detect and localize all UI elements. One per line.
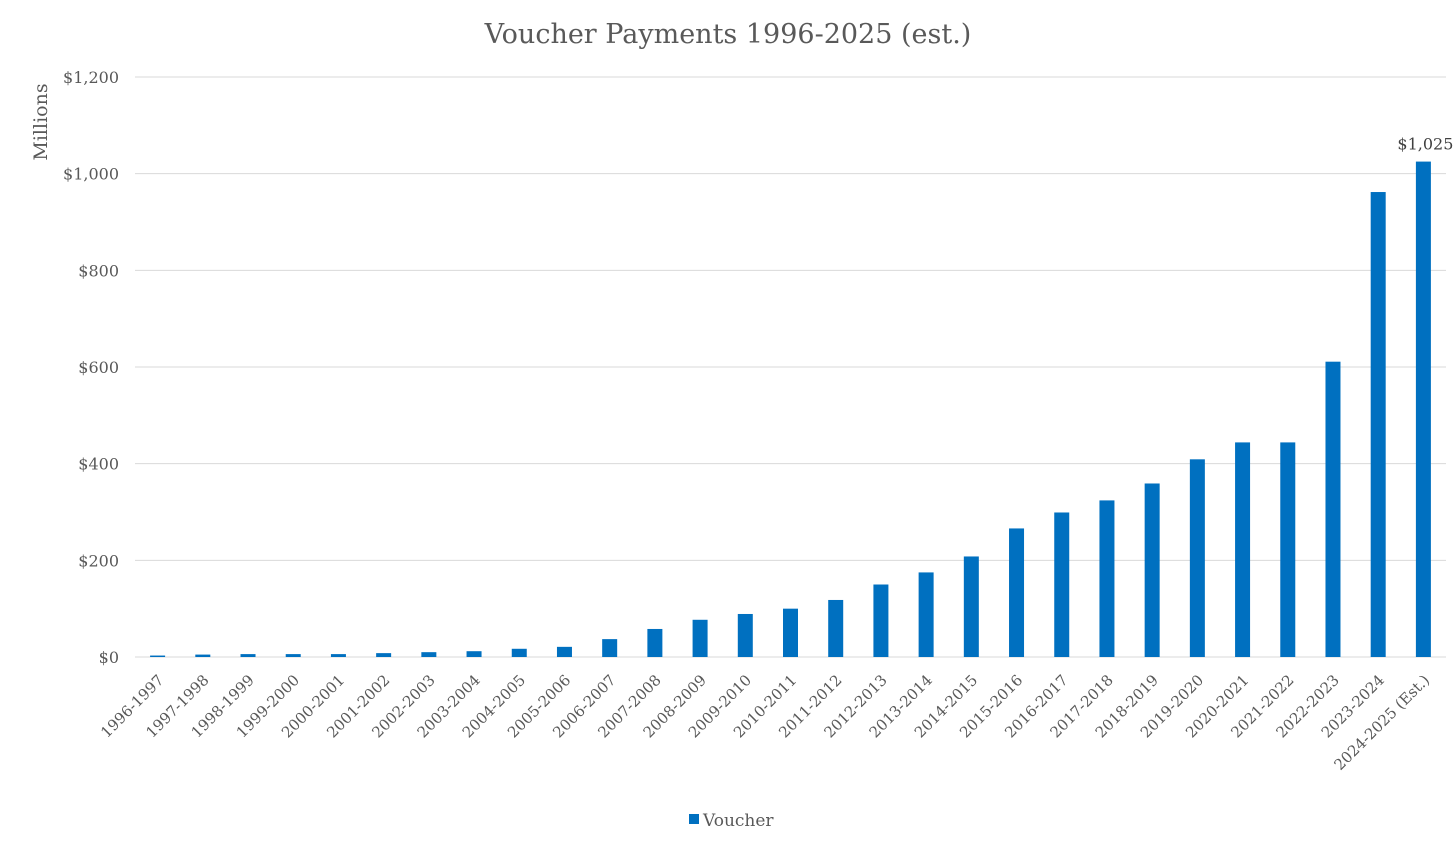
bar (376, 653, 392, 657)
data-label: $1,025 (1397, 135, 1453, 154)
bar (150, 655, 166, 657)
bar (466, 651, 482, 657)
bar (511, 648, 527, 657)
bar (873, 584, 889, 657)
x-axis-labels: 1996-19971997-19981998-19991999-20002000… (97, 671, 1433, 774)
bar (828, 599, 844, 657)
bar (692, 619, 708, 657)
bar (556, 646, 572, 657)
bar (1189, 459, 1205, 657)
bar (647, 628, 663, 657)
bar (285, 654, 301, 657)
bar (1370, 192, 1386, 658)
legend-label: Voucher (702, 811, 774, 831)
bar (1009, 528, 1025, 657)
y-axis-title: Millions (30, 83, 52, 160)
y-tick-label: $400 (78, 455, 119, 474)
y-tick-label: $1,000 (63, 165, 119, 184)
y-tick-label: $800 (78, 261, 119, 280)
bar (1415, 161, 1431, 658)
y-tick-label: $200 (78, 551, 119, 570)
y-axis-ticks: $0 $200 $400 $600 $800 $1,000 $1,200 (63, 68, 119, 667)
bar (1280, 442, 1296, 657)
bar (421, 652, 437, 657)
bar (1054, 512, 1070, 657)
bar (330, 654, 346, 657)
bar (737, 613, 753, 657)
y-tick-label: $600 (78, 358, 119, 377)
legend-swatch (689, 814, 699, 824)
bar (602, 639, 618, 657)
gridlines (135, 76, 1446, 658)
bar (963, 556, 979, 657)
bar (918, 572, 934, 657)
y-tick-label: $1,200 (63, 68, 119, 87)
bar (783, 608, 798, 657)
data-labels: $1,025 (1397, 135, 1453, 154)
bar (195, 654, 211, 657)
bar (240, 654, 256, 657)
chart-title: Voucher Payments 1996-2025 (est.) (484, 19, 972, 50)
y-tick-label: $0 (99, 648, 119, 667)
bar (1144, 483, 1160, 657)
bar (1325, 361, 1341, 657)
legend: Voucher (689, 811, 774, 831)
bars (150, 161, 1431, 658)
bar (1099, 500, 1115, 657)
bar (1235, 442, 1251, 657)
